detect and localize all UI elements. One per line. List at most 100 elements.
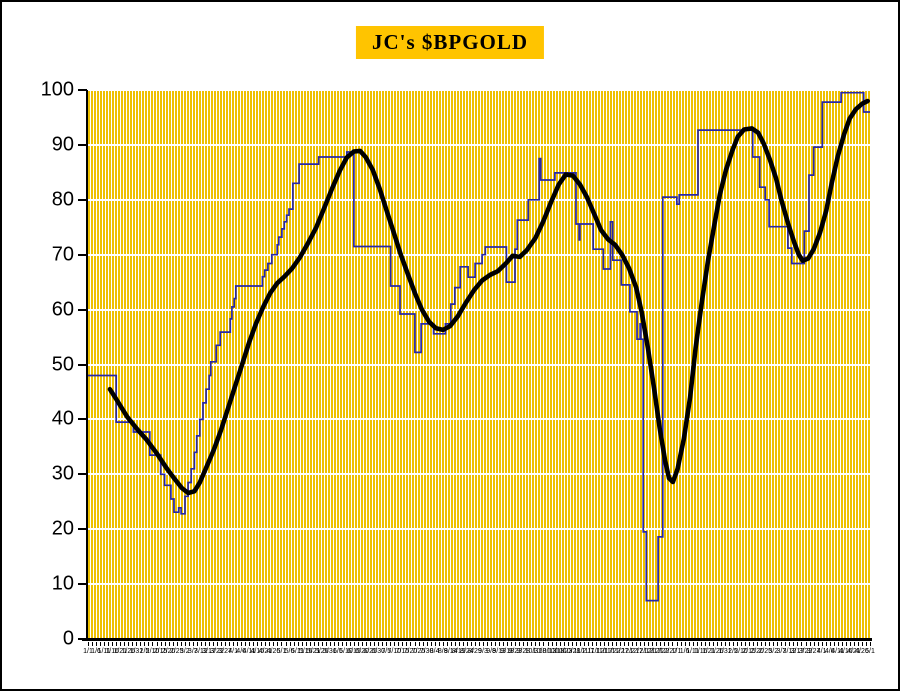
x-tick-mark: [829, 642, 831, 646]
x-tick-mark: [116, 642, 118, 646]
x-tick-mark: [354, 642, 356, 646]
x-tick-mark: [704, 642, 706, 646]
x-tick-mark: [136, 642, 138, 646]
x-tick-label: 6/25: [363, 648, 377, 655]
x-tick-mark: [632, 642, 634, 646]
x-tick-mark: [563, 642, 565, 646]
x-tick-mark: [620, 642, 622, 646]
x-tick-mark: [636, 642, 638, 646]
y-tick-label-30: 30: [51, 462, 74, 485]
x-tick-mark: [571, 642, 573, 646]
x-tick-mark: [741, 642, 742, 646]
daily-line: [88, 91, 870, 602]
gridline-30: [88, 473, 870, 476]
x-tick-label: 1/16: [105, 648, 119, 655]
x-tick-mark: [583, 642, 585, 646]
y-tick-mark: [78, 308, 87, 311]
x-tick-mark: [112, 642, 114, 646]
x-tick-mark: [450, 642, 452, 646]
y-tick-label-90: 90: [51, 133, 74, 156]
x-tick-label: 5/26: [314, 648, 329, 655]
chart-canvas: [88, 91, 870, 602]
x-tick-mark: [837, 642, 839, 646]
x-tick-mark: [817, 642, 819, 646]
x-tick-label: 12/7: [629, 648, 644, 655]
x-tick-mark: [293, 642, 295, 646]
y-tick-mark: [78, 253, 87, 256]
x-tick-label: 10/8: [532, 648, 547, 655]
x-tick-mark: [797, 642, 799, 646]
y-tick-label-70: 70: [51, 243, 74, 266]
x-tick-mark: [579, 642, 581, 646]
x-tick-mark: [728, 642, 730, 646]
x-tick-mark: [664, 642, 666, 646]
gridline-100: [88, 89, 870, 91]
x-tick-label: 11/22: [603, 648, 621, 655]
x-tick-label: 5/16: [298, 648, 313, 655]
x-tick-mark: [434, 642, 436, 646]
x-tick-label: 1/26: [121, 648, 136, 655]
x-tick-label: 7/15: [395, 648, 410, 655]
x-tick-mark: [317, 642, 319, 646]
x-tick-label: 9/13: [492, 648, 506, 655]
x-tick-label: 4/11: [242, 648, 256, 655]
x-tick-label: 2/25: [169, 648, 184, 655]
x-tick-mark: [833, 642, 835, 646]
x-tick-mark: [321, 642, 323, 646]
x-tick-mark: [301, 642, 303, 646]
x-tick-label: 11/12: [587, 648, 605, 655]
x-tick-mark: [587, 642, 589, 646]
x-tick-mark: [712, 642, 714, 646]
x-tick-mark: [382, 642, 384, 646]
x-tick-label: 1/21: [701, 648, 716, 655]
plot-area: [88, 89, 870, 639]
y-tick-mark: [78, 363, 87, 366]
x-tick-mark: [88, 642, 89, 646]
x-tick-mark: [809, 642, 811, 646]
x-tick-label: 4/16: [839, 648, 853, 655]
x-tick-mark: [374, 642, 376, 646]
x-tick-label: 1/11: [686, 648, 700, 655]
x-tick-mark: [470, 642, 472, 646]
x-tick-mark: [241, 642, 243, 646]
x-tick-label: 11/17: [595, 648, 613, 655]
x-tick-mark: [870, 642, 871, 646]
y-tick-label-40: 40: [51, 407, 74, 430]
x-tick-label: 1/26: [710, 648, 724, 655]
x-tick-mark: [466, 642, 468, 646]
x-tick-mark: [390, 642, 392, 646]
x-tick-mark: [527, 642, 529, 646]
x-tick-mark: [531, 642, 533, 646]
x-tick-mark: [745, 642, 747, 646]
x-tick-mark: [281, 642, 283, 646]
x-tick-mark: [547, 642, 549, 646]
x-tick-mark: [333, 642, 335, 646]
x-tick-label: 7/5: [381, 648, 392, 655]
x-tick-label: 10/28: [562, 648, 581, 655]
x-tick-mark: [761, 642, 763, 646]
x-tick-mark: [474, 642, 476, 646]
x-tick-mark: [208, 642, 210, 646]
x-tick-mark: [176, 642, 178, 646]
x-tick-mark: [269, 642, 271, 646]
x-tick-mark: [410, 642, 412, 646]
x-tick-mark: [499, 642, 501, 646]
x-tick-mark: [680, 642, 682, 646]
x-tick-mark: [672, 642, 674, 646]
x-tick-label: 10/13: [538, 648, 557, 655]
x-tick-mark: [753, 642, 755, 646]
x-tick-mark: [781, 642, 783, 646]
x-tick-mark: [503, 642, 505, 646]
x-tick-mark: [124, 642, 126, 646]
x-tick-mark: [100, 642, 102, 646]
x-tick-label: 1/11: [97, 648, 111, 655]
x-tick-label: 5/1: [865, 648, 875, 655]
x-tick-mark: [378, 642, 380, 646]
x-tick-mark: [616, 642, 618, 646]
x-tick-mark: [801, 642, 803, 646]
gridline-40: [88, 418, 870, 421]
x-tick-label: 3/12: [194, 648, 208, 655]
x-tick-mark: [595, 642, 597, 646]
x-tick-mark: [660, 642, 662, 646]
x-tick-label: 9/18: [500, 648, 515, 655]
